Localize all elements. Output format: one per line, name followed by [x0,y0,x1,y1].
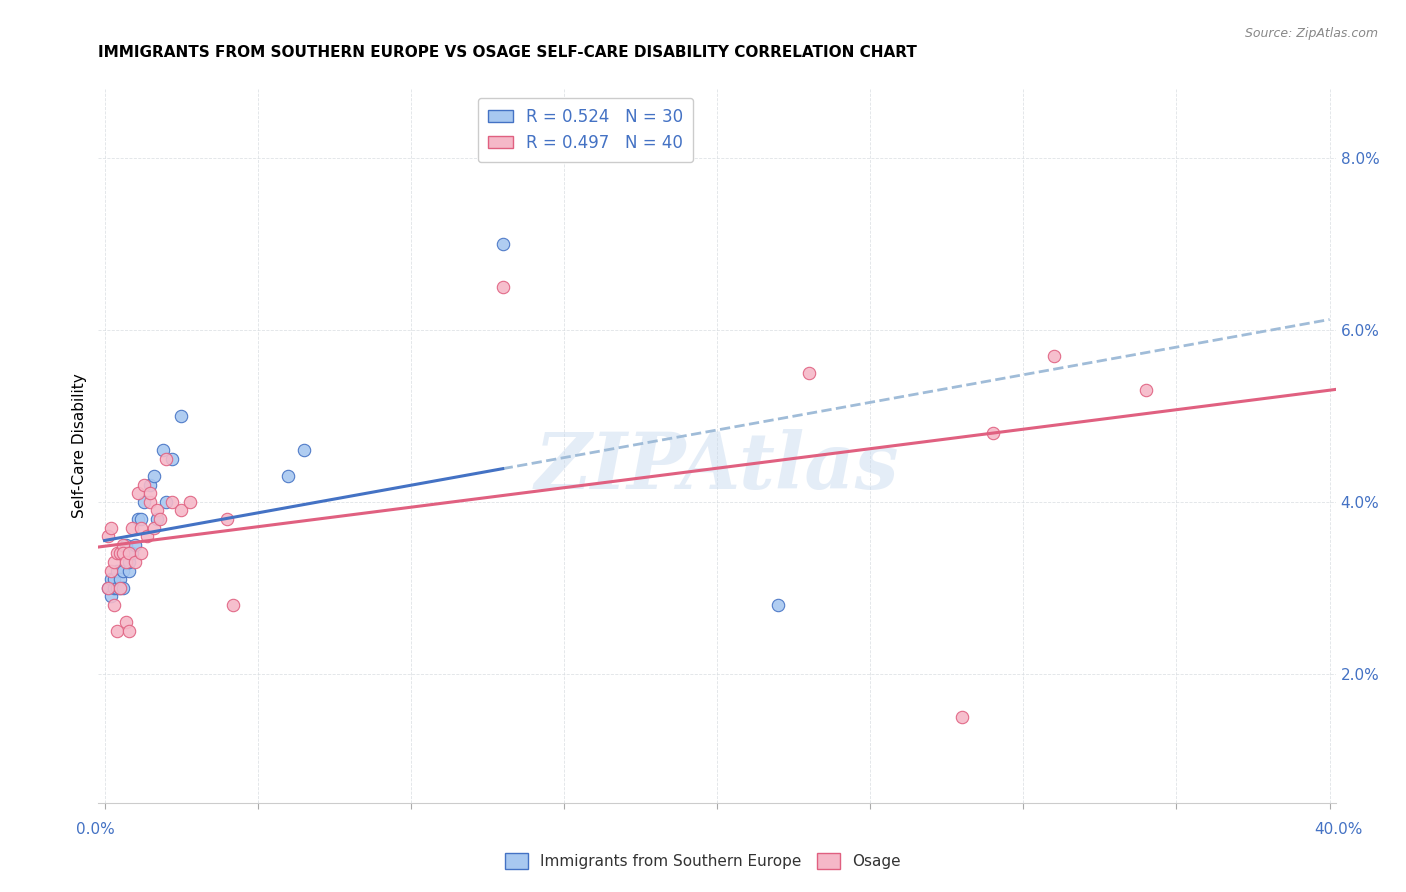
Point [103,572,125,586]
Point [118,555,141,569]
Point [1043,349,1066,363]
Point [103,555,125,569]
Point [768,598,790,612]
Point [492,280,515,294]
Text: 0.0%: 0.0% [76,822,115,837]
Point [100,572,122,586]
Point [981,426,1004,441]
Point [118,546,141,560]
Legend: R = 0.524   N = 30, R = 0.497   N = 40: R = 0.524 N = 30, R = 0.497 N = 40 [478,97,693,161]
Point [170,503,193,517]
Point [124,538,146,552]
Point [129,546,152,560]
Point [124,555,146,569]
Point [108,581,131,595]
Point [152,443,174,458]
Text: IMMIGRANTS FROM SOUTHERN EUROPE VS OSAGE SELF-CARE DISABILITY CORRELATION CHART: IMMIGRANTS FROM SOUTHERN EUROPE VS OSAGE… [98,45,917,60]
Point [950,710,973,724]
Point [105,564,128,578]
Point [103,581,125,595]
Point [127,512,149,526]
Point [111,581,134,595]
Point [97,581,120,595]
Point [100,521,122,535]
Text: Source: ZipAtlas.com: Source: ZipAtlas.com [1244,27,1378,40]
Text: ZIPAtlas: ZIPAtlas [534,429,900,506]
Point [115,538,138,552]
Point [145,512,167,526]
Point [155,451,177,466]
Point [115,555,138,569]
Y-axis label: Self-Care Disability: Self-Care Disability [72,374,87,518]
Point [103,598,125,612]
Point [215,512,238,526]
Point [121,546,143,560]
Point [145,503,167,517]
Point [160,451,183,466]
Point [105,581,128,595]
Point [797,366,820,380]
Point [105,546,128,560]
Point [118,624,141,638]
Point [129,521,152,535]
Point [97,581,120,595]
Point [111,564,134,578]
Point [160,495,183,509]
Point [100,564,122,578]
Point [277,469,299,483]
Point [129,512,152,526]
Point [292,443,315,458]
Point [127,486,149,500]
Point [492,236,515,251]
Point [1135,383,1157,397]
Point [111,546,134,560]
Point [139,486,162,500]
Point [222,598,245,612]
Point [100,590,122,604]
Point [111,538,134,552]
Point [118,564,141,578]
Point [139,477,162,491]
Point [142,469,165,483]
Legend: Immigrants from Southern Europe, Osage: Immigrants from Southern Europe, Osage [499,847,907,875]
Point [134,495,156,509]
Point [108,572,131,586]
Point [97,529,120,543]
Point [108,546,131,560]
Point [155,495,177,509]
Point [149,512,172,526]
Point [170,409,193,423]
Point [136,529,159,543]
Point [105,624,128,638]
Point [134,477,156,491]
Point [121,521,143,535]
Point [115,615,138,630]
Point [179,495,201,509]
Point [139,495,162,509]
Point [108,581,131,595]
Point [142,521,165,535]
Text: 40.0%: 40.0% [1315,822,1362,837]
